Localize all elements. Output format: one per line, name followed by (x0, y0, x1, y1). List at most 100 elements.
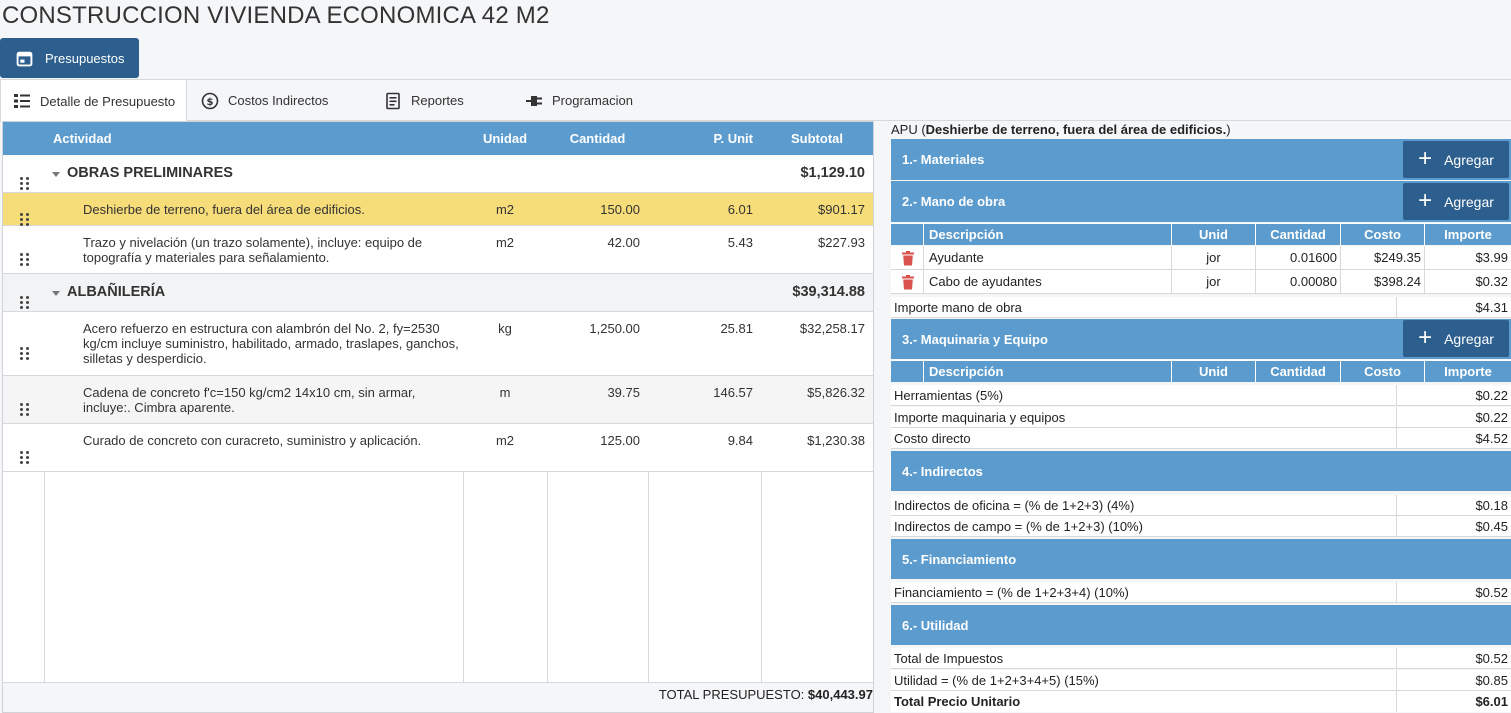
summary-label: Total de Impuestos (894, 651, 1004, 666)
item-unidad: m2 (495, 235, 515, 250)
summary-value: $4.31 (1475, 300, 1508, 315)
item-subtotal: $227.93 (818, 235, 865, 250)
apu-title: APU (Deshierbe de terreno, fuera del áre… (891, 122, 1231, 137)
col-costo: Costo (1340, 224, 1424, 246)
tab-label: Detalle de Presupuesto (40, 93, 176, 109)
summary-label: Indirectos de campo = (% de 1+2+3) (10%) (894, 519, 1143, 534)
trash-icon[interactable] (901, 275, 915, 290)
presupuestos-label: Presupuestos (45, 50, 125, 66)
item-subtotal: $901.17 (818, 202, 865, 217)
item-unidad: m2 (495, 202, 515, 217)
importe-mano-obra-row: Importe mano de obra $4.31 (891, 297, 1511, 318)
summary-label: Total Precio Unitario (894, 694, 1021, 709)
group-row[interactable]: ALBAÑILERÍA $39,314.88 (3, 274, 873, 312)
row-importe: $0.32 (1424, 270, 1511, 294)
row-descripcion: Cabo de ayudantes (923, 270, 1171, 294)
group-subtotal: $39,314.88 (792, 284, 865, 300)
item-subtotal: $5,826.32 (807, 385, 865, 400)
section-utilidad: 6.- Utilidad (891, 605, 1511, 645)
section-title: 2.- Mano de obra (902, 194, 1006, 209)
group-name: ALBAÑILERÍA (67, 284, 166, 300)
section-mano-obra: 2.- Mano de obra + Agregar (891, 181, 1511, 222)
maquinaria-header: Descripción Unid Cantidad Costo Importe (891, 360, 1511, 383)
drag-handle-icon[interactable] (3, 243, 45, 266)
item-subtotal: $32,258.17 (799, 321, 865, 336)
total-label: TOTAL PRESUPUESTO: (658, 687, 805, 702)
table-row[interactable]: Curado de concreto con curacreto, sumini… (3, 424, 873, 472)
item-descripcion: Acero refuerzo en estructura con alambró… (83, 321, 459, 366)
item-unidad: kg (498, 321, 512, 336)
tab-detalle-presupuesto[interactable]: Detalle de Presupuesto (0, 80, 187, 122)
table-row[interactable]: Cadena de concreto f'c=150 kg/cm2 14x10 … (3, 376, 873, 424)
add-mano-obra-button[interactable]: + Agregar (1403, 183, 1509, 220)
plug-icon (526, 95, 542, 106)
item-unidad: m2 (495, 433, 515, 448)
dollar-circle-icon: $ (201, 92, 219, 109)
collapse-caret-icon[interactable] (52, 172, 60, 177)
drag-handle-icon[interactable] (3, 441, 45, 464)
plus-icon: + (1418, 323, 1433, 351)
budget-table: Actividad Unidad Cantidad P. Unit Subtot… (2, 121, 874, 713)
drag-handle-icon[interactable] (3, 337, 45, 360)
group-name: OBRAS PRELIMINARES (67, 165, 233, 181)
col-cantidad: Cantidad (1255, 361, 1340, 383)
mano-obra-row[interactable]: Ayudante jor 0.01600 $249.35 $3.99 (891, 246, 1511, 270)
tab-label: Reportes (411, 93, 464, 108)
collapse-caret-icon[interactable] (52, 291, 60, 296)
section-title: 4.- Indirectos (902, 463, 983, 479)
summary-value: $0.52 (1475, 585, 1508, 600)
summary-label: Importe maquinaria y equipos (894, 410, 1066, 425)
col-importe: Importe (1424, 224, 1511, 246)
drag-handle-icon[interactable] (3, 286, 45, 309)
plus-icon: + (1418, 186, 1433, 214)
group-row[interactable]: OBRAS PRELIMINARES $1,129.10 (3, 155, 873, 193)
trash-icon[interactable] (901, 251, 915, 266)
document-icon (386, 92, 400, 109)
row-unid: jor (1171, 270, 1255, 294)
row-importe: $3.99 (1424, 246, 1511, 270)
tab-costos-indirectos[interactable]: $ Costos Indirectos (201, 80, 328, 121)
header-unidad[interactable]: Unidad (482, 131, 528, 146)
col-unid: Unid (1171, 224, 1255, 246)
header-actividad[interactable]: Actividad (53, 131, 112, 146)
mano-obra-header: Descripción Unid Cantidad Costo Importe (891, 223, 1511, 246)
add-maquinaria-button[interactable]: + Agregar (1403, 320, 1509, 357)
row-cantidad: 0.01600 (1255, 246, 1340, 270)
item-cantidad: 150.00 (600, 202, 640, 217)
section-title: 1.- Materiales (902, 152, 985, 167)
item-punit: 25.81 (720, 321, 753, 336)
summary-label: Indirectos de oficina = (% de 1+2+3) (4%… (894, 498, 1135, 513)
costo-directo-row: Costo directo $4.52 (891, 428, 1511, 449)
page-title: CONSTRUCCION VIVIENDA ECONOMICA 42 M2 (2, 2, 550, 29)
section-materiales: 1.- Materiales + Agregar (891, 139, 1511, 180)
summary-value: $0.52 (1475, 651, 1508, 666)
col-cantidad: Cantidad (1255, 224, 1340, 246)
mano-obra-row[interactable]: Cabo de ayudantes jor 0.00080 $398.24 $0… (891, 270, 1511, 294)
drag-handle-icon[interactable] (3, 393, 45, 416)
summary-value: $6.01 (1475, 694, 1508, 709)
table-row[interactable]: Acero refuerzo en estructura con alambró… (3, 312, 873, 376)
col-importe: Importe (1424, 361, 1511, 383)
financiamiento-row: Financiamiento = (% de 1+2+3+4) (10%) $0… (891, 582, 1511, 603)
header-cantidad[interactable]: Cantidad (569, 131, 626, 146)
header-punit[interactable]: P. Unit (713, 131, 754, 146)
add-materiales-button[interactable]: + Agregar (1403, 141, 1509, 178)
apu-title-prefix: APU ( (891, 122, 926, 137)
table-row[interactable]: Trazo y nivelación (un trazo solamente),… (3, 226, 873, 274)
summary-value: $0.45 (1475, 519, 1508, 534)
drag-handle-icon[interactable] (3, 167, 45, 190)
item-punit: 146.57 (713, 385, 753, 400)
tab-programacion[interactable]: Programacion (525, 80, 633, 121)
table-row[interactable]: Deshierbe de terreno, fuera del área de … (3, 193, 873, 226)
indirectos-campo-row: Indirectos de campo = (% de 1+2+3) (10%)… (891, 516, 1511, 537)
drag-handle-icon[interactable] (3, 203, 45, 226)
item-descripcion: Deshierbe de terreno, fuera del área de … (83, 202, 365, 217)
add-label: Agregar (1444, 330, 1494, 347)
summary-value: $0.22 (1475, 388, 1508, 403)
header-subtotal[interactable]: Subtotal (791, 131, 843, 146)
tab-reportes[interactable]: Reportes (384, 80, 464, 121)
section-indirectos: 4.- Indirectos (891, 451, 1511, 491)
col-unid: Unid (1171, 361, 1255, 383)
presupuestos-button[interactable]: Presupuestos (0, 38, 139, 78)
row-descripcion: Ayudante (923, 246, 1171, 270)
